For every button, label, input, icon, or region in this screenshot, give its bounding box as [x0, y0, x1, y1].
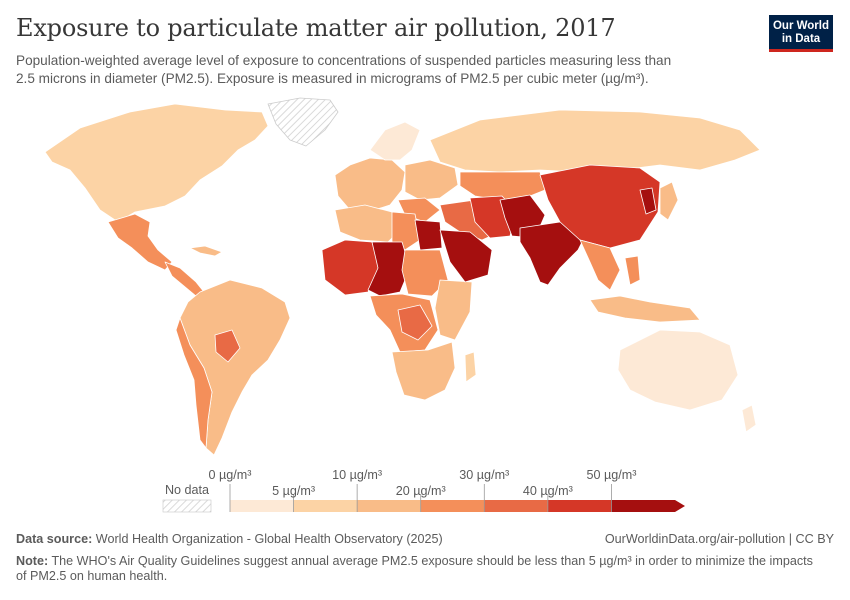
- logo-line-1: Our World: [772, 20, 829, 32]
- region-north-america[interactable]: [44, 103, 269, 223]
- region-chad-niger[interactable]: [367, 241, 411, 297]
- region-egypt[interactable]: [414, 219, 443, 251]
- region-andes[interactable]: [175, 317, 213, 449]
- legend-bin-3[interactable]: [420, 500, 485, 512]
- region-new-zealand[interactable]: [741, 404, 757, 433]
- region-east-africa[interactable]: [434, 279, 473, 341]
- logo-line-2: in Data: [781, 33, 821, 45]
- legend-bin-0[interactable]: [230, 500, 295, 512]
- legend-no-data-label: No data: [165, 483, 209, 497]
- region-north-africa-east[interactable]: [391, 211, 421, 251]
- data-source: Data source: World Health Organization -…: [16, 532, 443, 546]
- region-scandinavia[interactable]: [369, 121, 421, 161]
- region-russia[interactable]: [429, 109, 761, 173]
- region-sudan[interactable]: [401, 249, 449, 297]
- legend-bin-5[interactable]: [547, 500, 612, 512]
- chart-title: Exposure to particulate matter air pollu…: [16, 14, 616, 42]
- region-greenland[interactable]: [267, 97, 339, 147]
- owid-logo[interactable]: Our World in Data: [769, 15, 833, 52]
- note-label: Note:: [16, 554, 49, 568]
- region-southern-africa[interactable]: [391, 341, 456, 401]
- legend-bin-6[interactable]: [611, 500, 675, 512]
- legend-tick-label-1: 5 µg/m³: [272, 484, 315, 498]
- region-madagascar[interactable]: [464, 351, 477, 383]
- legend-tick-label-3: 20 µg/m³: [396, 484, 446, 498]
- region-philippines[interactable]: [624, 255, 641, 286]
- source-text[interactable]: World Health Organization - Global Healt…: [95, 532, 443, 546]
- region-japan[interactable]: [659, 181, 679, 221]
- region-europe-east[interactable]: [404, 159, 459, 201]
- subtitle-line-1: Population-weighted average level of exp…: [16, 53, 672, 68]
- source-url[interactable]: OurWorldinData.org/air-pollution | CC BY: [604, 532, 834, 546]
- footnote: Note: The WHO's Air Quality Guidelines s…: [16, 554, 816, 584]
- legend-bin-2[interactable]: [357, 500, 422, 512]
- legend-tick-label-5: 40 µg/m³: [523, 484, 573, 498]
- legend-bin-1[interactable]: [293, 500, 358, 512]
- region-korea[interactable]: [639, 187, 657, 215]
- region-congo[interactable]: [397, 304, 433, 341]
- legend-tick-label-2: 10 µg/m³: [332, 468, 382, 482]
- region-australia[interactable]: [617, 329, 739, 411]
- note-text: The WHO's Air Quality Guidelines suggest…: [16, 554, 813, 583]
- legend-bin-4[interactable]: [484, 500, 549, 512]
- region-china[interactable]: [539, 164, 661, 249]
- region-saudi-arabia[interactable]: [439, 229, 493, 283]
- subtitle-line-2: 2.5 microns in diameter (PM2.5). Exposur…: [16, 71, 649, 86]
- legend-no-data-swatch[interactable]: [162, 499, 212, 513]
- chart-subtitle: Population-weighted average level of exp…: [16, 52, 736, 88]
- legend-tick-label-4: 30 µg/m³: [459, 468, 509, 482]
- legend-tick-label-0: 0 µg/m³: [209, 468, 252, 482]
- legend-arrow-tip: [675, 500, 685, 512]
- region-indonesia[interactable]: [589, 295, 701, 323]
- legend-tick-label-6: 50 µg/m³: [586, 468, 636, 482]
- region-bolivia[interactable]: [214, 329, 241, 363]
- region-mexico[interactable]: [107, 213, 173, 271]
- region-southeast-asia[interactable]: [579, 239, 621, 291]
- region-caribbean[interactable]: [189, 245, 223, 257]
- source-label: Data source:: [16, 532, 93, 546]
- region-europe-west[interactable]: [334, 157, 406, 213]
